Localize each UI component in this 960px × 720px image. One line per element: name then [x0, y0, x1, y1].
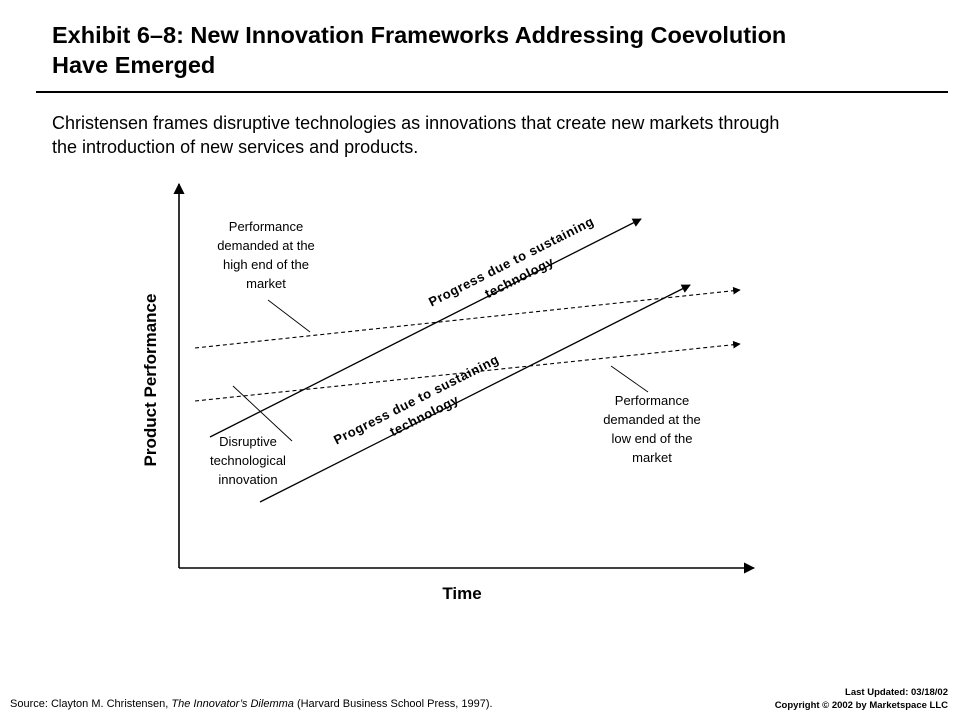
x-axis-label: Time [442, 584, 481, 603]
low-end-annotation-line: Performance [615, 393, 689, 408]
lower-sustaining-technology-line [259, 284, 691, 503]
high-end-annotation-line: high end of the [223, 257, 309, 272]
disruptive-annotation-line: innovation [218, 472, 277, 487]
slide-subtitle: Christensen frames disruptive technologi… [52, 111, 932, 159]
high-end-annotation-line: demanded at the [217, 238, 315, 253]
y-axis-label: Product Performance [141, 294, 160, 467]
slide-title-line-2: Have Emerged [52, 52, 216, 78]
copyright: Copyright © 2002 by Marketspace LLC [774, 700, 948, 711]
high-end-annotation-line: Performance [229, 219, 303, 234]
upper-progress-label: Progress due to sustaining technology [426, 213, 596, 309]
slide-title-line-1: Exhibit 6–8: New Innovation Frameworks A… [52, 22, 787, 48]
upper-progress-label-line: Progress due to sustaining [426, 213, 596, 309]
title-divider [36, 91, 948, 93]
lower-progress-label: Progress due to sustaining technology [331, 351, 501, 447]
upper-sustaining-technology-line [209, 218, 642, 438]
disruptive-annotation: Disruptive technological innovation [210, 434, 286, 487]
source-citation: Source: Clayton M. Christensen, The Inno… [10, 698, 493, 710]
slide-subtitle-line-2: the introduction of new services and pro… [52, 137, 419, 157]
low-end-annotation: Performance demanded at the low end of t… [603, 393, 701, 465]
high-end-annotation: Performance demanded at the high end of … [217, 219, 315, 291]
source-prefix: Source: Clayton M. Christensen, [10, 698, 172, 710]
disruptive-leader [232, 385, 293, 442]
source-suffix: (Harvard Business School Press, 1997). [293, 698, 493, 710]
high-end-annotation-line: market [246, 276, 286, 291]
disruptive-annotation-line: Disruptive [219, 434, 277, 449]
source-book-title: The Innovator’s Dilemma [171, 698, 294, 710]
lower-progress-label-line: Progress due to sustaining [331, 351, 501, 447]
slide-title: Exhibit 6–8: New Innovation Frameworks A… [52, 20, 932, 80]
footer-meta: Last Updated: 03/18/02 Copyright © 2002 … [775, 686, 948, 712]
low-end-annotation-line: demanded at the [603, 412, 701, 427]
last-updated: Last Updated: 03/18/02 [845, 687, 948, 698]
high-end-leader [267, 299, 311, 333]
low-end-demand-line [194, 340, 741, 402]
slide-subtitle-line-1: Christensen frames disruptive technologi… [52, 113, 780, 133]
low-end-annotation-line: market [632, 450, 672, 465]
low-end-annotation-line: low end of the [612, 431, 693, 446]
high-end-demand-line [194, 286, 741, 349]
disruptive-annotation-line: technological [210, 453, 286, 468]
low-end-leader [610, 365, 649, 393]
